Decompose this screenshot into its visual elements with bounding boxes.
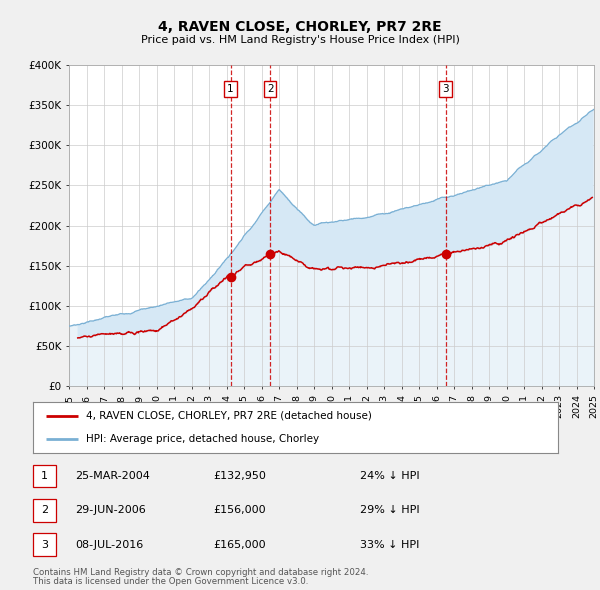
Text: 24% ↓ HPI: 24% ↓ HPI — [360, 471, 419, 481]
Text: 2: 2 — [267, 84, 274, 94]
Text: 4, RAVEN CLOSE, CHORLEY, PR7 2RE (detached house): 4, RAVEN CLOSE, CHORLEY, PR7 2RE (detach… — [86, 411, 371, 421]
Text: £165,000: £165,000 — [214, 540, 266, 549]
Text: 08-JUL-2016: 08-JUL-2016 — [75, 540, 143, 549]
Text: 25-MAR-2004: 25-MAR-2004 — [75, 471, 150, 481]
Text: 1: 1 — [227, 84, 234, 94]
Text: £156,000: £156,000 — [214, 506, 266, 515]
Text: 33% ↓ HPI: 33% ↓ HPI — [360, 540, 419, 549]
Text: HPI: Average price, detached house, Chorley: HPI: Average price, detached house, Chor… — [86, 434, 319, 444]
Text: 29% ↓ HPI: 29% ↓ HPI — [360, 506, 419, 515]
Text: 3: 3 — [442, 84, 449, 94]
Text: 1: 1 — [41, 471, 48, 481]
Text: 29-JUN-2006: 29-JUN-2006 — [75, 506, 146, 515]
Text: £132,950: £132,950 — [214, 471, 266, 481]
Text: Contains HM Land Registry data © Crown copyright and database right 2024.: Contains HM Land Registry data © Crown c… — [33, 568, 368, 577]
Text: Price paid vs. HM Land Registry's House Price Index (HPI): Price paid vs. HM Land Registry's House … — [140, 35, 460, 44]
Text: 3: 3 — [41, 540, 48, 549]
Text: 2: 2 — [41, 506, 48, 515]
Text: This data is licensed under the Open Government Licence v3.0.: This data is licensed under the Open Gov… — [33, 577, 308, 586]
Text: 4, RAVEN CLOSE, CHORLEY, PR7 2RE: 4, RAVEN CLOSE, CHORLEY, PR7 2RE — [158, 19, 442, 34]
